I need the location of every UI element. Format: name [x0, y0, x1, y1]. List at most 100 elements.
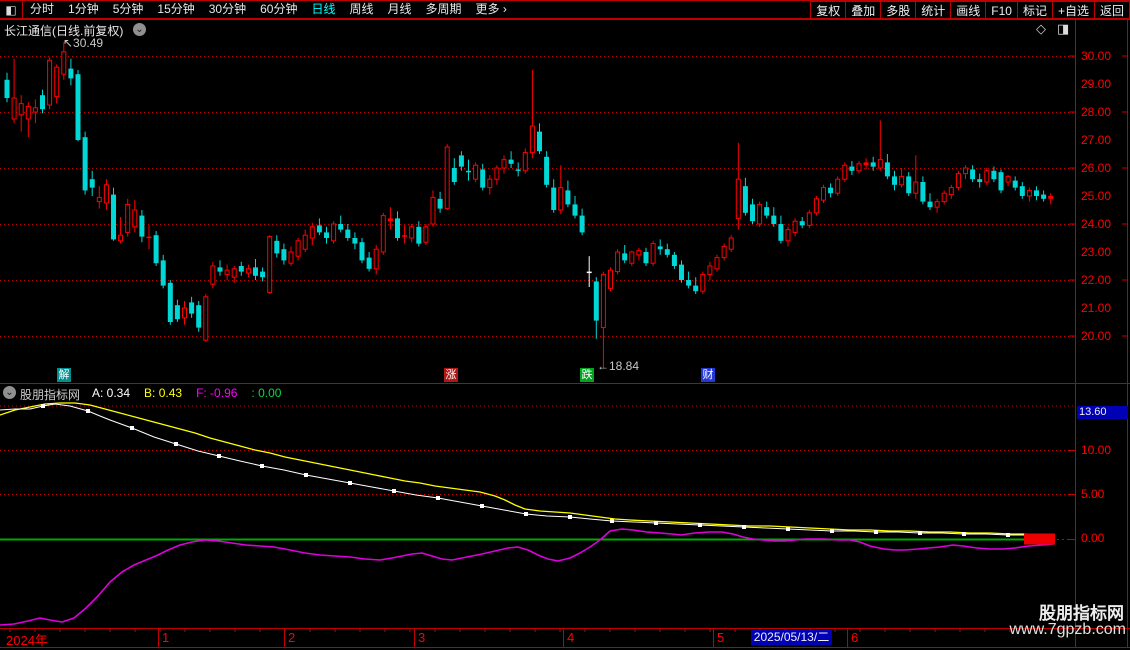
- candle-down: [4, 79, 10, 98]
- price-label: 25.00: [1081, 189, 1112, 203]
- toolbar-画线[interactable]: 画线: [950, 1, 987, 20]
- candle-up: [1026, 189, 1032, 197]
- price-label: 28.00: [1081, 105, 1112, 119]
- candle-up: [792, 220, 798, 233]
- candle-down: [643, 252, 649, 264]
- candle-up: [11, 97, 17, 120]
- candle-down: [742, 186, 748, 213]
- candle-up: [529, 125, 535, 154]
- candle-down: [437, 198, 443, 209]
- period-更多[interactable]: 更多 ›: [475, 2, 507, 16]
- candle-up: [899, 175, 905, 186]
- candle-down: [260, 271, 266, 278]
- indicator-axis-label: 10.00: [1081, 443, 1112, 457]
- candle-up: [118, 234, 124, 242]
- candle-up: [558, 187, 564, 211]
- candle-up: [380, 215, 386, 253]
- candle-up: [650, 243, 656, 264]
- candle-up: [934, 201, 940, 208]
- indicator-param-0: A: 0.34: [92, 386, 131, 400]
- toolbar-返回[interactable]: 返回: [1093, 1, 1130, 20]
- candle-down: [657, 246, 663, 250]
- toolbar-F10[interactable]: F10: [985, 1, 1018, 20]
- x-axis-month-label: 2: [288, 630, 296, 645]
- candle-down: [664, 249, 670, 255]
- candle-down: [316, 225, 322, 233]
- candle-up: [267, 236, 273, 294]
- indicator-line-a-dot: [742, 525, 746, 529]
- candle-down: [593, 281, 599, 321]
- candle-up: [210, 265, 216, 285]
- indicator-chevron-down-icon[interactable]: ⌄: [3, 386, 16, 399]
- candle-up: [1048, 196, 1054, 199]
- indicator-line-a-dot: [348, 481, 352, 485]
- candle-up: [32, 107, 38, 113]
- candle-up: [430, 196, 436, 225]
- indicator-line-a-dot: [86, 409, 90, 413]
- diamond-icon[interactable]: ◇: [1036, 21, 1046, 36]
- candle-down: [927, 201, 933, 208]
- candle-down: [111, 194, 116, 240]
- candle-down: [359, 242, 365, 261]
- period-5分钟[interactable]: 5分钟: [112, 2, 144, 16]
- candle-up: [629, 251, 635, 264]
- candle-up: [302, 234, 308, 250]
- layout-icon[interactable]: ◨: [1057, 21, 1070, 36]
- indicator-line-b: [0, 402, 1027, 535]
- candle-down: [217, 267, 223, 272]
- indicator-name[interactable]: 股朋指标网: [20, 388, 81, 402]
- candle-down: [544, 156, 550, 185]
- price-label: 20.00: [1081, 329, 1112, 343]
- period-15分钟[interactable]: 15分钟: [157, 2, 195, 16]
- indicator-value-box: 13.60: [1077, 406, 1128, 419]
- candle-down: [572, 204, 578, 216]
- indicator-param-1: B: 0.43: [144, 386, 183, 400]
- candle-down: [551, 187, 557, 210]
- period-60分钟[interactable]: 60分钟: [260, 2, 298, 16]
- price-label: 24.00: [1081, 217, 1112, 231]
- toolbar-标记[interactable]: 标记: [1016, 1, 1053, 20]
- title-chevron-down-icon[interactable]: ⌄: [133, 23, 146, 36]
- candle-down: [458, 155, 464, 167]
- toolbar-+自选[interactable]: +自选: [1051, 1, 1095, 20]
- signal-marker-解: 解: [57, 368, 71, 382]
- period-1分钟[interactable]: 1分钟: [68, 2, 99, 16]
- candle-down: [671, 254, 677, 266]
- signal-marker-跌: 跌: [580, 368, 594, 382]
- candle-up: [182, 307, 187, 319]
- x-axis-month-label: 1: [162, 630, 170, 645]
- candle-up: [913, 181, 919, 194]
- toolbar-统计[interactable]: 统计: [915, 1, 952, 20]
- period-分时[interactable]: 分时: [30, 2, 55, 16]
- period-日线[interactable]: 日线: [311, 2, 336, 16]
- split-pane-icon[interactable]: ◧: [0, 1, 23, 18]
- indicator-line-a-dot: [568, 515, 572, 519]
- toolbar-复权[interactable]: 复权: [810, 1, 847, 20]
- toolbar-叠加[interactable]: 叠加: [845, 1, 882, 20]
- period-多周期[interactable]: 多周期: [425, 2, 462, 16]
- candle-up: [821, 187, 826, 201]
- price-label: 27.00: [1081, 133, 1112, 147]
- signal-marker-涨: 涨: [444, 368, 458, 382]
- candle-up: [941, 192, 947, 203]
- candle-up: [409, 226, 415, 239]
- candle-up: [373, 248, 379, 270]
- period-30分钟[interactable]: 30分钟: [208, 2, 247, 16]
- indicator-line-a-dot: [654, 521, 658, 525]
- candle-up: [473, 164, 479, 180]
- candle-up: [608, 269, 613, 289]
- period-周线[interactable]: 周线: [349, 2, 374, 16]
- candle-down: [771, 215, 777, 224]
- indicator-line-a-dot: [41, 404, 45, 408]
- candle-down: [998, 172, 1004, 191]
- toolbar-多股[interactable]: 多股: [880, 1, 917, 20]
- candle-up: [948, 187, 954, 196]
- price-label: 29.00: [1081, 77, 1112, 91]
- candle-down: [686, 280, 692, 286]
- candle-down: [870, 162, 876, 167]
- signal-marker-财: 财: [701, 368, 715, 382]
- period-月线[interactable]: 月线: [387, 2, 412, 16]
- price-label: 22.00: [1081, 273, 1112, 287]
